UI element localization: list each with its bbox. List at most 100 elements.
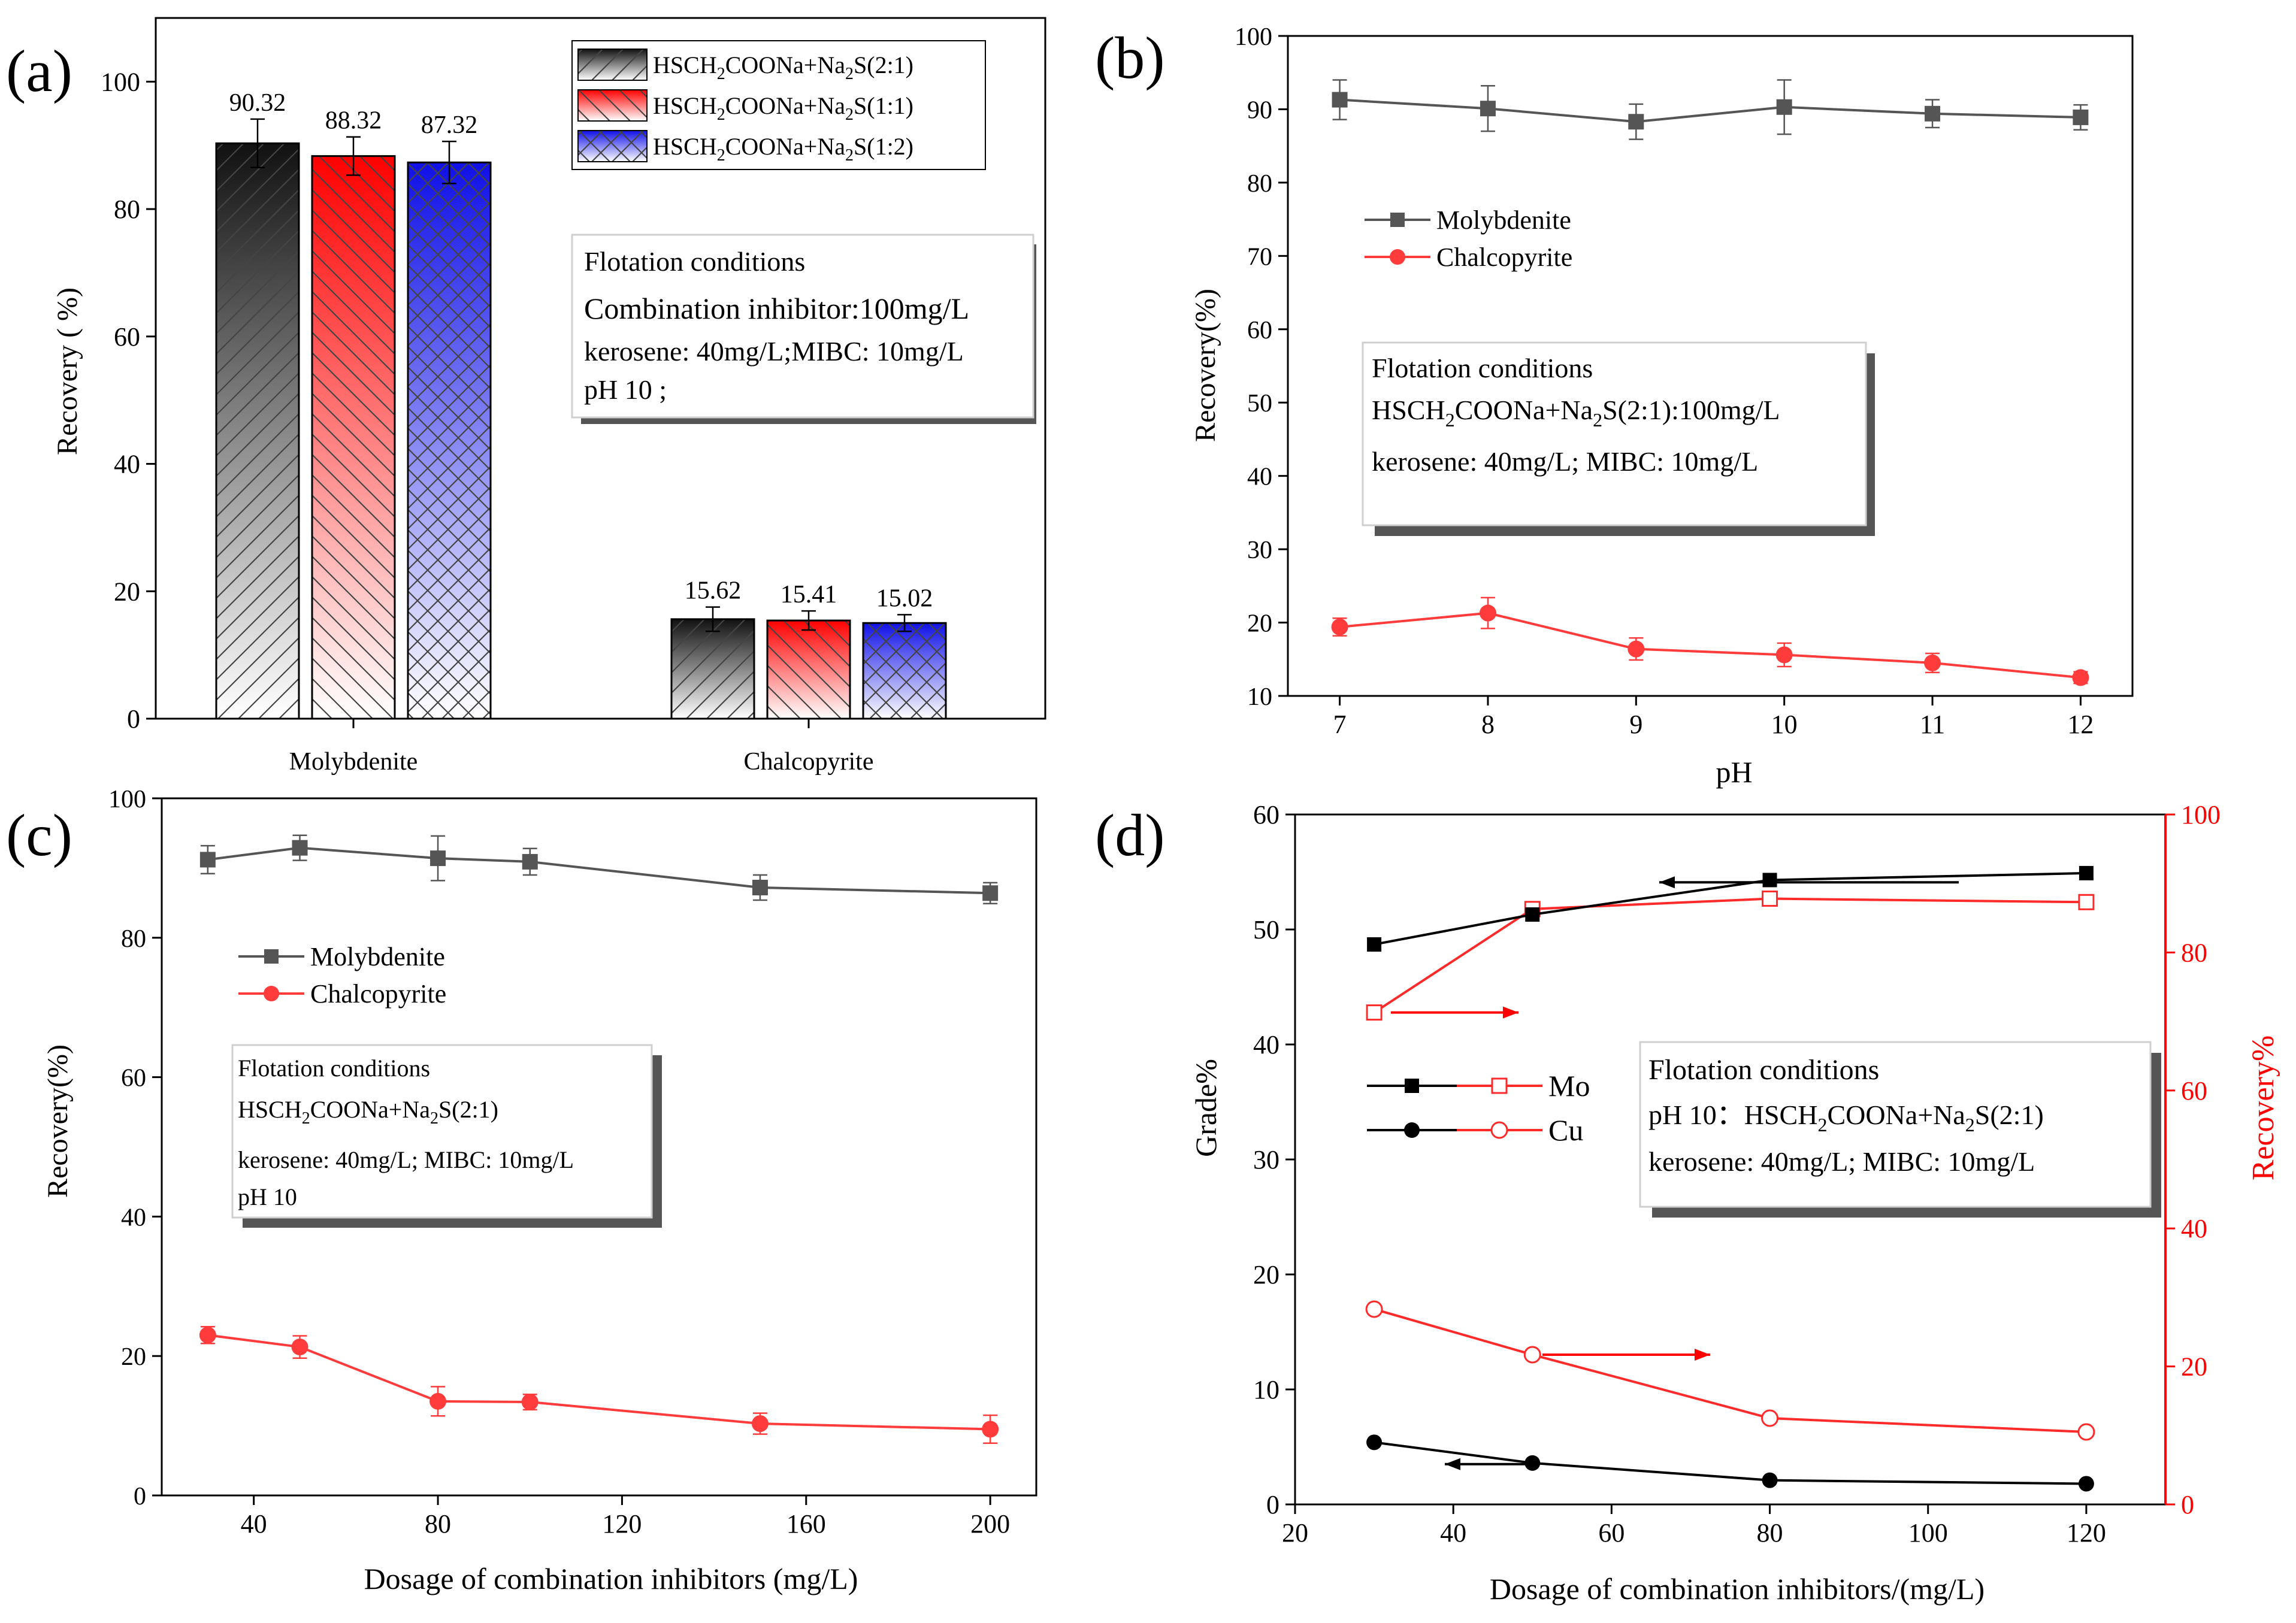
- b-marker: [1332, 92, 1348, 108]
- d-recovery-line: [1373, 897, 2086, 1014]
- d-grade-marker: [2078, 1476, 2094, 1492]
- d-right-ytick-label: 40: [2181, 1214, 2207, 1243]
- a-legend-label-part: COONa+Na: [725, 92, 846, 119]
- b-marker: [1924, 654, 1941, 671]
- d-xtick-label: 120: [2067, 1518, 2106, 1548]
- panel-b-legend: Molybdenite Chalcopyrite: [1365, 205, 1572, 272]
- b-xtick-label: 10: [1771, 710, 1798, 739]
- panel-d-reagent-part-3: S(2:1): [1975, 1100, 2044, 1130]
- panel-c-conditions-reagent: HSCH2COONa+Na2S(2:1): [238, 1096, 498, 1128]
- d-grade-marker: [1525, 907, 1540, 922]
- c-legend-marker: [264, 949, 279, 964]
- panel-b-reagent-part-3: S(2:1):100mg/L: [1602, 395, 1780, 425]
- c-marker: [291, 1339, 308, 1356]
- b-marker: [1776, 99, 1792, 115]
- a-xtick-label: Molybdenite: [289, 748, 418, 776]
- a-legend-label-sub: 2: [845, 65, 854, 83]
- panel-a-conditions-line-4: pH 10 ;: [584, 374, 667, 405]
- a-xtick-label: Chalcopyrite: [744, 748, 874, 776]
- d-grade-marker: [1762, 1472, 1778, 1488]
- d-ytick-label: 0: [1266, 1490, 1279, 1519]
- a-ytick-label: 100: [101, 67, 140, 96]
- c-series-line: [207, 1334, 991, 1431]
- a-data-label: 90.32: [229, 89, 286, 117]
- d-ytick-label: 60: [1253, 800, 1279, 829]
- panel-c-conditions-title: Flotation conditions: [238, 1055, 430, 1082]
- panel-d-reagent-sub-1: 2: [1817, 1114, 1827, 1136]
- panel-a-ylabel: Recovery ( %): [52, 287, 83, 455]
- panel-b-ylabel: Recovery(%): [1190, 289, 1221, 442]
- panel-a-conditions-line-3: kerosene: 40mg/L;MIBC: 10mg/L: [584, 336, 964, 367]
- d-grade-marker: [1762, 873, 1777, 888]
- b-legend-label: Molybdenite: [1436, 205, 1571, 235]
- d-ytick-label: 30: [1253, 1145, 1279, 1174]
- a-legend-label-part: S(2:1): [854, 52, 913, 78]
- c-marker: [751, 1415, 769, 1433]
- d-arrow-left-grade-head: [1445, 1458, 1460, 1470]
- panel-c-plot-area: 0 20 40 60 80 100 40 80 120 160 200: [108, 786, 1037, 1539]
- c-marker: [752, 879, 768, 895]
- panel-d-conditions-line-3: kerosene: 40mg/L; MIBC: 10mg/L: [1648, 1146, 2035, 1177]
- c-ytick-label: 40: [121, 1204, 146, 1231]
- a-legend-label-part: S(1:2): [854, 133, 913, 160]
- b-marker: [1775, 646, 1793, 664]
- panel-a-conditions-line-2: Combination inhibitor:100mg/L: [584, 292, 969, 325]
- c-xtick-label: 160: [786, 1509, 826, 1539]
- panel-c-reagent-part-3: S(2:1): [438, 1096, 498, 1123]
- c-marker: [199, 852, 216, 868]
- c-ytick-label: 100: [108, 786, 146, 813]
- panel-c-ylabel: Recovery(%): [42, 1044, 74, 1198]
- panel-c-conditions-line-4: pH 10: [238, 1183, 297, 1210]
- panel-c-reagent-part-2: COONa+Na: [310, 1096, 431, 1123]
- panel-b-reagent-part-2: COONa+Na: [1455, 395, 1593, 425]
- panel-c-reagent-sub-2: 2: [430, 1109, 438, 1128]
- panel-c-xlabel: Dosage of combination inhibitors (mg/L): [364, 1562, 858, 1595]
- d-recovery-marker: [1366, 1004, 1383, 1021]
- d-ytick-label: 40: [1253, 1030, 1279, 1059]
- b-xtick-label: 12: [2067, 710, 2094, 739]
- b-xtick-label: 11: [1920, 710, 1945, 739]
- b-series-line: [1339, 98, 2081, 123]
- d-grade-marker: [1366, 1434, 1383, 1451]
- d-legend-label: Cu: [1548, 1113, 1583, 1147]
- d-recovery-line: [1374, 1308, 2086, 1434]
- a-ytick-label: 60: [114, 322, 140, 352]
- c-marker: [982, 885, 999, 901]
- a-bar: [670, 618, 755, 720]
- c-marker: [199, 1327, 216, 1344]
- d-right-ytick-label: 20: [2181, 1352, 2207, 1382]
- c-ytick-label: 60: [121, 1065, 146, 1092]
- a-data-label: 15.62: [685, 577, 742, 605]
- a-ytick-label: 0: [127, 704, 140, 734]
- c-legend-label: Chalcopyrite: [310, 979, 446, 1009]
- a-legend-label-part: S(1:1): [854, 92, 913, 119]
- b-marker: [1925, 105, 1941, 122]
- panel-c-reagent-sub-1: 2: [302, 1109, 310, 1128]
- a-legend-label-sub: 2: [717, 105, 725, 124]
- a-legend-label-part: HSCH: [653, 52, 717, 78]
- panel-a-conditions-line-1: Flotation conditions: [584, 246, 805, 277]
- d-arrow-right-recovery-head: [1503, 1006, 1518, 1019]
- panel-d-legend: Mo Cu: [1367, 1069, 1590, 1147]
- panel-d-xlabel: Dosage of combination inhibitors/(mg/L): [1490, 1572, 1985, 1606]
- panel-d-ylabel: Grade%: [1189, 1059, 1223, 1157]
- panel-d-reagent-part-2: COONa+Na: [1827, 1100, 1965, 1130]
- a-bar: [215, 142, 300, 720]
- panel-a-bar-chart: (a) 0 20 40 60 80 100 Molybdenite 90.32 88.32 87.…: [6, 17, 1046, 776]
- panel-c-legend: Molybdenite Chalcopyrite: [238, 942, 446, 1009]
- d-recovery-marker: [1761, 1409, 1779, 1427]
- b-legend-marker: [1390, 213, 1405, 227]
- b-marker: [1628, 640, 1645, 658]
- a-ytick-label: 40: [114, 450, 140, 479]
- b-ytick-label: 50: [1247, 390, 1272, 417]
- d-xtick-label: 80: [1757, 1518, 1783, 1548]
- b-ytick-label: 90: [1247, 96, 1272, 124]
- panel-b-line-chart: (b) 10 20 30 40 50 60 70 80 90 100 7 8 9 10 11 12 Recov…: [1095, 23, 2134, 789]
- b-xtick-label: 9: [1629, 710, 1642, 739]
- b-series-line: [1339, 611, 2081, 679]
- a-legend-label-part: COONa+Na: [725, 52, 846, 78]
- b-marker: [1479, 604, 1496, 622]
- d-legend-grade-marker: [1405, 1079, 1419, 1093]
